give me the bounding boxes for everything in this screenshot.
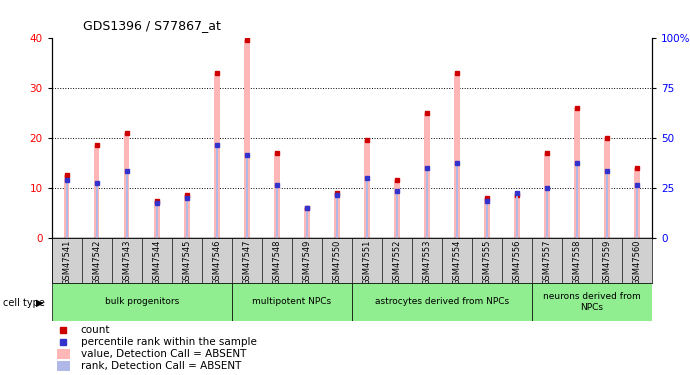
- Bar: [472, 238, 502, 283]
- Bar: [442, 238, 472, 283]
- Text: GSM47541: GSM47541: [62, 240, 71, 285]
- Bar: [64, 176, 70, 238]
- Bar: [57, 350, 70, 359]
- Bar: [154, 201, 159, 238]
- Text: GSM47548: GSM47548: [273, 240, 282, 285]
- Text: GSM47557: GSM47557: [542, 240, 551, 285]
- Bar: [262, 238, 292, 283]
- Text: neurons derived from
NPCs: neurons derived from NPCs: [543, 292, 641, 312]
- Bar: [244, 40, 250, 238]
- Bar: [382, 238, 412, 283]
- Bar: [412, 238, 442, 283]
- Bar: [94, 146, 99, 238]
- Bar: [426, 168, 428, 238]
- Bar: [454, 73, 460, 238]
- Bar: [574, 108, 580, 238]
- Text: multipotent NPCs: multipotent NPCs: [253, 297, 331, 306]
- Bar: [366, 178, 368, 238]
- Text: GSM47546: GSM47546: [213, 240, 221, 285]
- Text: astrocytes derived from NPCs: astrocytes derived from NPCs: [375, 297, 509, 306]
- Bar: [636, 185, 638, 238]
- Bar: [214, 73, 219, 238]
- Text: GSM47547: GSM47547: [242, 240, 251, 285]
- Bar: [142, 238, 172, 283]
- Text: GSM47550: GSM47550: [333, 240, 342, 285]
- Text: GSM47555: GSM47555: [482, 240, 491, 285]
- Bar: [514, 195, 520, 238]
- Text: value, Detection Call = ABSENT: value, Detection Call = ABSENT: [81, 350, 246, 359]
- Bar: [352, 238, 382, 283]
- Bar: [486, 201, 488, 238]
- Bar: [306, 208, 308, 238]
- Text: count: count: [81, 326, 110, 335]
- Bar: [544, 153, 550, 238]
- Bar: [201, 238, 232, 283]
- Text: GSM47552: GSM47552: [393, 240, 402, 285]
- Bar: [336, 195, 338, 238]
- Bar: [502, 238, 532, 283]
- Text: percentile rank within the sample: percentile rank within the sample: [81, 338, 257, 347]
- Text: rank, Detection Call = ABSENT: rank, Detection Call = ABSENT: [81, 361, 241, 371]
- Bar: [634, 168, 640, 238]
- Bar: [232, 283, 352, 321]
- Bar: [576, 163, 578, 238]
- Text: GSM47554: GSM47554: [453, 240, 462, 285]
- Bar: [81, 238, 112, 283]
- Bar: [484, 198, 490, 238]
- Text: bulk progenitors: bulk progenitors: [105, 297, 179, 306]
- Bar: [516, 193, 518, 238]
- Bar: [456, 163, 458, 238]
- Bar: [352, 283, 532, 321]
- Text: GSM47542: GSM47542: [92, 240, 101, 285]
- Bar: [364, 140, 370, 238]
- Text: GSM47549: GSM47549: [302, 240, 311, 285]
- Bar: [172, 238, 201, 283]
- Text: GSM47558: GSM47558: [573, 240, 582, 285]
- Bar: [52, 238, 81, 283]
- Bar: [112, 238, 142, 283]
- Bar: [562, 238, 592, 283]
- Bar: [124, 133, 130, 238]
- Bar: [334, 193, 339, 238]
- Text: GDS1396 / S77867_at: GDS1396 / S77867_at: [83, 19, 221, 32]
- Text: cell type: cell type: [3, 298, 46, 307]
- Text: GSM47556: GSM47556: [513, 240, 522, 285]
- Text: GSM47543: GSM47543: [122, 240, 131, 285]
- Bar: [606, 171, 608, 238]
- Bar: [52, 283, 232, 321]
- Bar: [57, 362, 70, 371]
- Bar: [322, 238, 352, 283]
- Bar: [532, 283, 652, 321]
- Bar: [184, 195, 190, 238]
- Bar: [304, 208, 310, 238]
- Bar: [232, 238, 262, 283]
- Text: GSM47560: GSM47560: [633, 240, 642, 285]
- Bar: [622, 238, 652, 283]
- Bar: [96, 183, 98, 238]
- Bar: [592, 238, 622, 283]
- Text: GSM47544: GSM47544: [152, 240, 161, 285]
- Text: GSM47551: GSM47551: [362, 240, 371, 285]
- Bar: [274, 153, 279, 238]
- Bar: [66, 180, 68, 238]
- Bar: [246, 155, 248, 238]
- Bar: [156, 203, 158, 238]
- Text: GSM47545: GSM47545: [182, 240, 191, 285]
- Bar: [186, 198, 188, 238]
- Text: GSM47559: GSM47559: [602, 240, 611, 285]
- Bar: [424, 113, 430, 238]
- Bar: [394, 180, 400, 238]
- Bar: [292, 238, 322, 283]
- Text: GSM47553: GSM47553: [422, 240, 431, 285]
- Bar: [532, 238, 562, 283]
- Text: ▶: ▶: [36, 298, 43, 307]
- Bar: [396, 191, 398, 238]
- Bar: [546, 188, 548, 238]
- Bar: [216, 145, 218, 238]
- Bar: [126, 171, 128, 238]
- Bar: [276, 185, 278, 238]
- Bar: [604, 138, 610, 238]
